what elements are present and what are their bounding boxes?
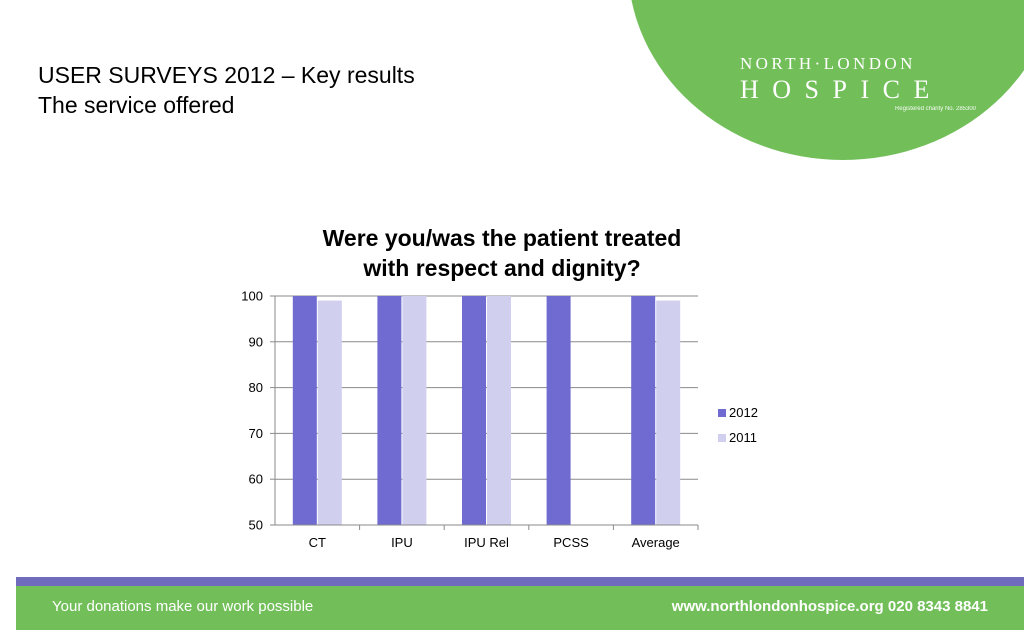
bar-ct-2011 [317,300,342,525]
y-tick-label-100: 100 [241,289,263,304]
bar-pcss-2012 [546,296,571,525]
hospice-logo: NORTH·LONDON HOSPICE Registered charity … [740,54,980,112]
slide-title-line2: The service offered [38,92,235,118]
legend-swatch-2011 [718,433,726,442]
logo-line2: HOSPICE [740,75,943,104]
x-tick-label-ct: CT [309,535,326,550]
bar-ipu-2011 [402,296,427,525]
bar-average-2011 [656,300,681,525]
legend-label-2012: 2012 [729,405,758,420]
bar-ipu-2012 [377,296,402,525]
legend-label-2011: 2011 [729,430,757,445]
legend-swatch-2012 [718,408,726,417]
bar-average-2012 [631,296,656,525]
footer-contact: www.northlondonhospice.org 020 8343 8841 [671,598,988,615]
chart-title-line1: Were you/was the patient treated [322,225,682,251]
y-tick-label-60: 60 [249,472,263,487]
x-tick-label-ipu-rel: IPU Rel [464,535,509,550]
footer-bar: Your donations make our work possible ww… [16,586,1024,630]
x-tick-label-pcss: PCSS [553,535,589,550]
chart-legend: 2012 2011 [718,400,758,450]
y-tick-label-90: 90 [249,334,263,349]
bar-ipu-rel-2012 [462,296,486,525]
y-tick-label-70: 70 [249,426,263,441]
x-tick-label-ipu: IPU [391,535,413,550]
logo-line1: NORTH·LONDON [740,54,916,73]
bar-ipu-rel-2011 [487,296,511,525]
chart-title-line2: with respect and dignity? [363,255,641,281]
slide-title: USER SURVEYS 2012 – Key results The serv… [38,60,415,120]
chart-title: Were you/was the patient treated with re… [262,223,742,283]
y-tick-label-50: 50 [249,518,263,533]
logo-charity-number: Registered charity No. 285300 [894,106,976,112]
legend-item-2012: 2012 [718,400,758,425]
footer-tagline: Your donations make our work possible [52,598,314,615]
x-tick-label-average: Average [632,535,680,550]
bar-ct-2012 [292,296,317,525]
slide-title-line1: USER SURVEYS 2012 – Key results [38,62,415,88]
y-tick-label-80: 80 [249,380,263,395]
footer-stripe [16,577,1024,586]
legend-item-2011: 2011 [718,425,758,450]
